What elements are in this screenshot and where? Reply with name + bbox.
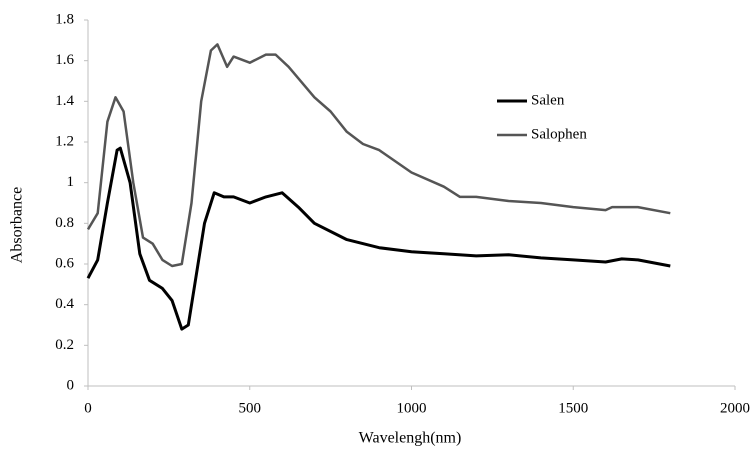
y-tick-label: 1: [67, 174, 75, 190]
y-tick-label: 0.2: [55, 337, 74, 353]
x-axis-label: Wavelengh(nm): [359, 430, 462, 447]
y-tick-label: 0.8: [55, 215, 74, 231]
x-tick-label: 1500: [558, 400, 588, 416]
y-tick-label: 0: [67, 377, 75, 393]
y-tick-label: 1.8: [55, 11, 74, 27]
y-axis-label: Absorbance: [9, 187, 26, 263]
y-tick-label: 1.6: [55, 52, 74, 68]
y-tick-label: 1.2: [55, 133, 74, 149]
legend-label: Salen: [531, 92, 565, 108]
x-tick-label: 0: [84, 400, 92, 416]
x-tick-label: 1000: [397, 400, 427, 416]
series-line: [86, 146, 671, 331]
y-tick-label: 0.6: [55, 255, 74, 271]
x-tick-label: 500: [239, 400, 262, 416]
y-tick-label: 1.4: [55, 93, 74, 109]
series-line: [86, 43, 671, 268]
legend-label: Salophen: [531, 126, 587, 142]
x-tick-label: 2000: [720, 400, 750, 416]
y-tick-label: 0.4: [55, 296, 74, 312]
